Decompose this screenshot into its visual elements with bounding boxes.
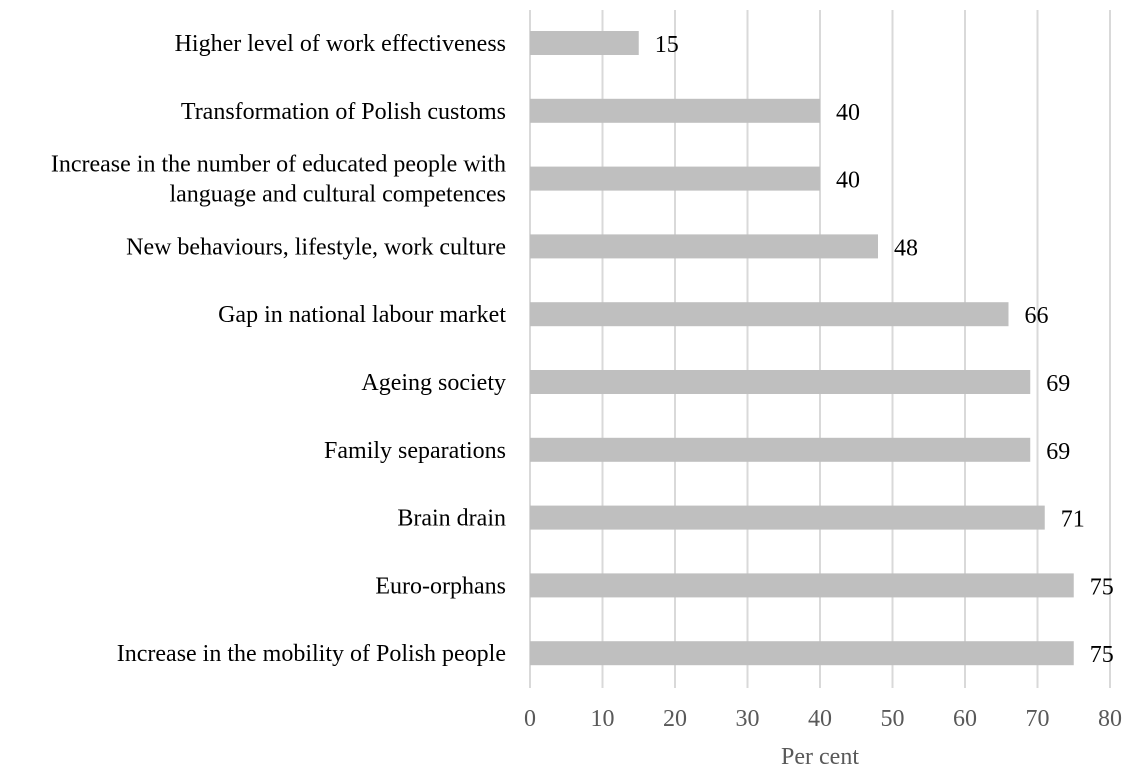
- category-label-line: New behaviours, lifestyle, work culture: [126, 234, 506, 260]
- data-label: 71: [1061, 507, 1085, 533]
- x-tick-label: 60: [953, 706, 977, 732]
- category-label: Ageing society: [361, 370, 506, 396]
- x-tick-label: 10: [591, 706, 615, 732]
- data-label: 69: [1046, 371, 1070, 397]
- category-label-line: language and cultural competences: [169, 182, 506, 208]
- data-labels: 15 40 40 48 66 69 69 71 75 75: [655, 32, 1114, 668]
- x-tick-label: 0: [524, 706, 536, 732]
- x-tick-label: 70: [1026, 706, 1050, 732]
- data-label: 40: [836, 168, 860, 194]
- data-label: 69: [1046, 439, 1070, 465]
- x-tick-label: 30: [736, 706, 760, 732]
- category-label: Increase in the mobility of Polish peopl…: [117, 641, 506, 667]
- gridlines: [529, 10, 1111, 688]
- category-label-line: Ageing society: [361, 370, 506, 396]
- category-label-line: Increase in the mobility of Polish peopl…: [117, 641, 506, 667]
- category-labels: Higher level of work effectiveness Transf…: [51, 31, 506, 667]
- x-tick-label: 40: [808, 706, 832, 732]
- bar: [530, 370, 1031, 394]
- data-label: 48: [894, 235, 918, 261]
- category-label-line: Increase in the number of educated peopl…: [51, 152, 506, 178]
- bar: [530, 166, 820, 191]
- data-label: 75: [1090, 574, 1114, 600]
- category-label: Gap in national labour market: [218, 302, 506, 328]
- bar: [530, 234, 878, 259]
- category-label: Family separations: [324, 438, 506, 464]
- category-label: Euro-orphans: [375, 573, 506, 599]
- category-label-line: Euro-orphans: [375, 573, 506, 599]
- data-label: 40: [836, 100, 860, 126]
- bar: [530, 437, 1031, 462]
- bar: [530, 573, 1074, 598]
- x-axis-title: Per cent: [781, 744, 859, 770]
- x-tick-label: 50: [881, 706, 905, 732]
- bar: [530, 31, 639, 55]
- category-label: Transformation of Polish customs: [181, 99, 506, 125]
- data-label: 15: [655, 32, 679, 58]
- bar: [530, 641, 1074, 666]
- data-label: 66: [1025, 303, 1049, 329]
- category-label-line: Family separations: [324, 438, 506, 464]
- x-axis-tick-labels: 0 10 20 30 40 50 60 70 80: [524, 706, 1122, 732]
- category-label: Increase in the number of educated peopl…: [51, 152, 506, 208]
- category-label: Higher level of work effectiveness: [175, 31, 506, 57]
- category-label-line: Brain drain: [397, 506, 506, 532]
- category-label-line: Transformation of Polish customs: [181, 99, 506, 125]
- bar: [530, 505, 1045, 530]
- bars: [530, 31, 1074, 666]
- category-label-line: Gap in national labour market: [218, 302, 506, 328]
- category-label: Brain drain: [397, 506, 506, 532]
- category-label: New behaviours, lifestyle, work culture: [126, 234, 506, 260]
- bar: [530, 302, 1009, 327]
- category-label-line: Higher level of work effectiveness: [175, 31, 506, 57]
- x-tick-label: 20: [663, 706, 687, 732]
- x-tick-label: 80: [1098, 706, 1122, 732]
- bar: [530, 98, 820, 123]
- data-label: 75: [1090, 642, 1114, 668]
